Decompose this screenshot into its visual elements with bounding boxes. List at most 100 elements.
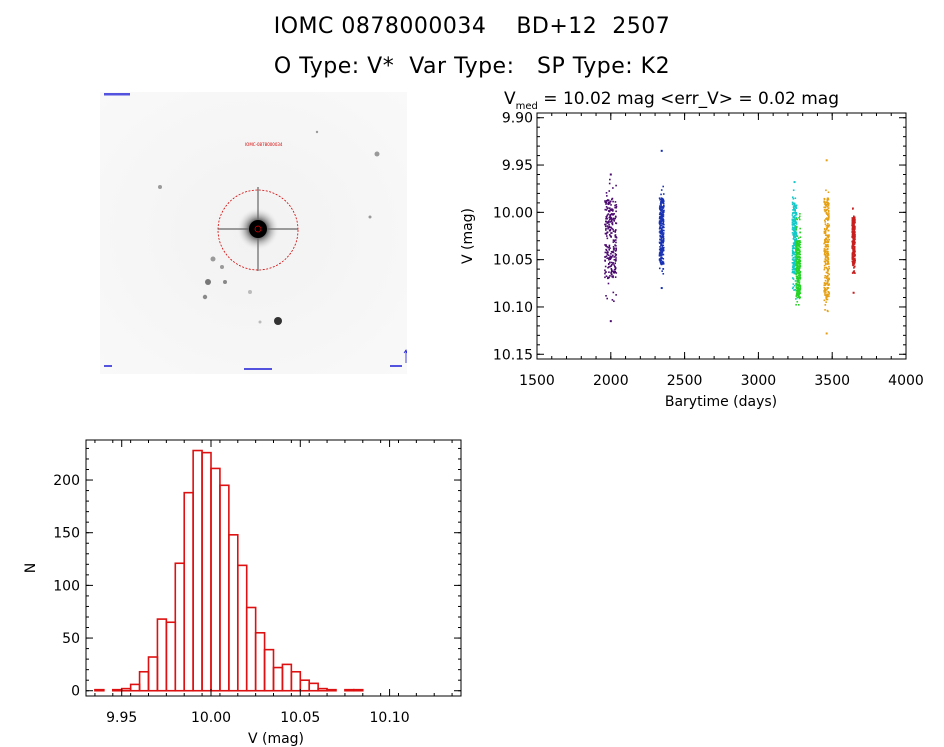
lc-data-point [852, 230, 854, 233]
lc-data-point [610, 235, 612, 238]
lc-data-point [827, 222, 829, 225]
lc-data-point [658, 252, 661, 255]
lc-data-point [796, 243, 799, 245]
lc-data-point [791, 218, 794, 221]
lc-data-point [660, 247, 663, 250]
lc-data-point [661, 218, 663, 221]
lc-data-point [791, 247, 794, 250]
lc-data-point [798, 283, 800, 286]
lc-data-point [799, 265, 802, 268]
lc-data-point [853, 229, 856, 232]
lc-data-point [661, 247, 664, 250]
lc-data-point [799, 260, 802, 262]
lc-data-point [662, 225, 664, 228]
lc-data-point [662, 207, 664, 209]
lc-data-point [659, 254, 661, 257]
lc-data-point [796, 276, 799, 278]
lc-data-point [853, 235, 856, 238]
lc-data-point [614, 236, 617, 238]
lc-data-point [660, 249, 663, 252]
lc-data-point [798, 249, 801, 252]
lc-data-point [853, 218, 856, 221]
lc-data-point [792, 252, 794, 255]
histogram-bar [290, 670, 302, 692]
lc-data-point [823, 227, 826, 230]
histogram-bar [111, 688, 123, 692]
lc-data-point [797, 281, 799, 283]
lc-data-point [792, 206, 795, 208]
lc-data-point [612, 262, 614, 264]
lc-data-point [606, 199, 609, 201]
lc-data-point [853, 231, 855, 234]
lc-data-point [852, 224, 854, 226]
lc-data-point [792, 252, 795, 255]
lc-data-point [793, 261, 796, 264]
lc-data-point [827, 284, 829, 286]
lc-data-point [798, 272, 801, 275]
lc-data-point [615, 204, 618, 206]
lc-data-point [661, 248, 664, 251]
lc-data-point [613, 270, 615, 273]
lc-data-point [605, 203, 607, 205]
lc-data-point [609, 221, 612, 223]
lc-data-point [851, 219, 854, 222]
lc-data-point [799, 285, 802, 287]
lc-data-point [611, 299, 614, 301]
lc-data-point [825, 244, 828, 246]
lc-data-point [852, 252, 854, 255]
lc-data-point [611, 251, 614, 254]
lc-data-point [608, 257, 611, 259]
lc-data-point [661, 239, 664, 242]
lc-data-point [827, 197, 829, 200]
lc-data-point [791, 203, 794, 206]
lc-data-point [799, 239, 801, 242]
lc-data-point [796, 256, 799, 258]
lc-data-point [660, 208, 662, 211]
lc-data-point [823, 282, 826, 284]
lc-data-point [795, 226, 797, 228]
lc-data-point [795, 287, 798, 289]
lc-data-point [660, 239, 663, 241]
histogram-bar [156, 618, 168, 692]
lc-data-point [615, 254, 618, 256]
lc-data-point [852, 236, 854, 239]
lc-data-point [824, 241, 827, 243]
lc-data-point [661, 230, 664, 233]
lc-data-point [851, 222, 854, 225]
lc-data-point [662, 241, 665, 244]
lc-data-point [612, 230, 615, 232]
lc-data-point [827, 270, 829, 272]
lc-data-point [661, 214, 664, 217]
lc-data-point [794, 205, 797, 208]
lc-data-point [798, 253, 801, 256]
lc-data-point [797, 247, 800, 250]
lc-data-point [796, 249, 798, 252]
lc-data-point [609, 200, 612, 203]
lc-data-point [798, 276, 801, 279]
lc-data-point [853, 248, 856, 250]
light-curve-title: Vmed = 10.02 mag <err_V> = 0.02 mag [504, 89, 839, 112]
lc-data-point [659, 216, 661, 218]
lc-data-point [662, 240, 664, 243]
lc-data-point [795, 211, 798, 214]
lc-data-point [798, 258, 801, 261]
lc-data-point [796, 258, 799, 260]
lc-data-point [854, 257, 856, 260]
lc-data-point [793, 220, 796, 223]
histogram-bar [219, 484, 230, 692]
lc-data-point [823, 200, 826, 203]
lc-data-point [608, 271, 610, 273]
lc-data-point [796, 270, 798, 272]
lc-data-point [828, 224, 831, 226]
lc-data-point [613, 213, 615, 215]
lc-data-point-outlier [852, 291, 855, 294]
lc-data-point [794, 208, 796, 211]
lc-data-point [662, 193, 665, 195]
lc-data-point [825, 259, 827, 262]
lc-data-point [793, 236, 795, 238]
lc-data-point [823, 260, 826, 263]
lc-data-point [795, 212, 798, 214]
lc-data-point [661, 246, 664, 248]
lc-data-point [826, 287, 829, 289]
lc-data-point [604, 225, 607, 228]
